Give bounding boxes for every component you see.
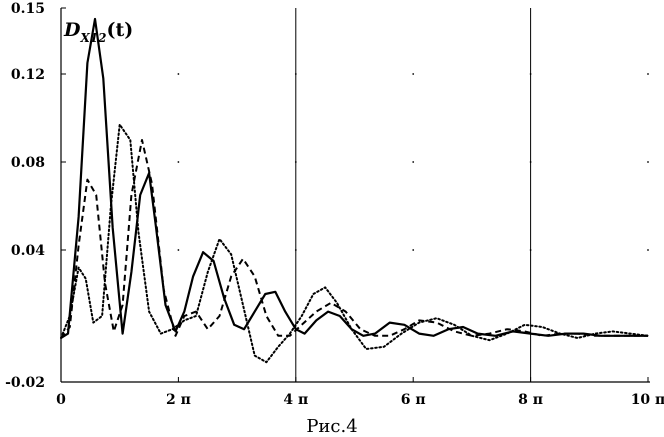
grid — [177, 8, 649, 382]
grid-dot — [294, 161, 297, 163]
y-tick-label: 0.15 — [11, 1, 45, 17]
grid-dot — [647, 161, 649, 163]
x-tick-label: 0 — [56, 392, 66, 408]
series-group — [60, 17, 649, 364]
y-axis-label-tail: (t) — [107, 19, 134, 41]
axes — [60, 8, 650, 383]
grid-dot — [294, 73, 297, 75]
grid-dot — [412, 161, 415, 163]
series-line-dotted — [60, 123, 649, 364]
grid-dot — [647, 73, 649, 75]
x-tick-label: 10 π — [631, 392, 664, 408]
y-axis-label-subscript: X12 — [79, 31, 106, 45]
y-tick-label: 0.12 — [11, 67, 45, 83]
grid-dot — [529, 249, 532, 251]
tick-marks — [60, 7, 649, 383]
grid-dot — [647, 249, 649, 251]
grid-dot — [412, 73, 415, 75]
grid-dot — [412, 249, 415, 251]
y-tick-label: -0.02 — [5, 375, 45, 391]
grid-dot — [177, 73, 180, 75]
grid-dot — [177, 249, 180, 251]
y-tick-label: 0.08 — [11, 155, 45, 171]
x-tick-label: 2 π — [166, 392, 191, 408]
grid-dot — [294, 249, 297, 251]
tick-labels: 0 2 π 4 π 6 π 8 π 10 π 0.15 0.12 0.08 0.04 -0.02 — [5, 1, 664, 408]
grid-dot — [529, 161, 532, 163]
x-tick-label: 4 π — [283, 392, 308, 408]
grid-dot — [529, 73, 532, 75]
y-tick-label: 0.04 — [11, 243, 45, 259]
figure-caption: Рис.4 — [306, 416, 357, 437]
x-tick-label: 6 π — [401, 392, 426, 408]
y-axis-label: DX12(t) — [63, 19, 133, 45]
grid-dot — [177, 161, 180, 163]
series-line-dashed — [60, 139, 648, 339]
y-axis-label-base: D — [63, 19, 81, 41]
x-tick-label: 8 π — [518, 392, 543, 408]
